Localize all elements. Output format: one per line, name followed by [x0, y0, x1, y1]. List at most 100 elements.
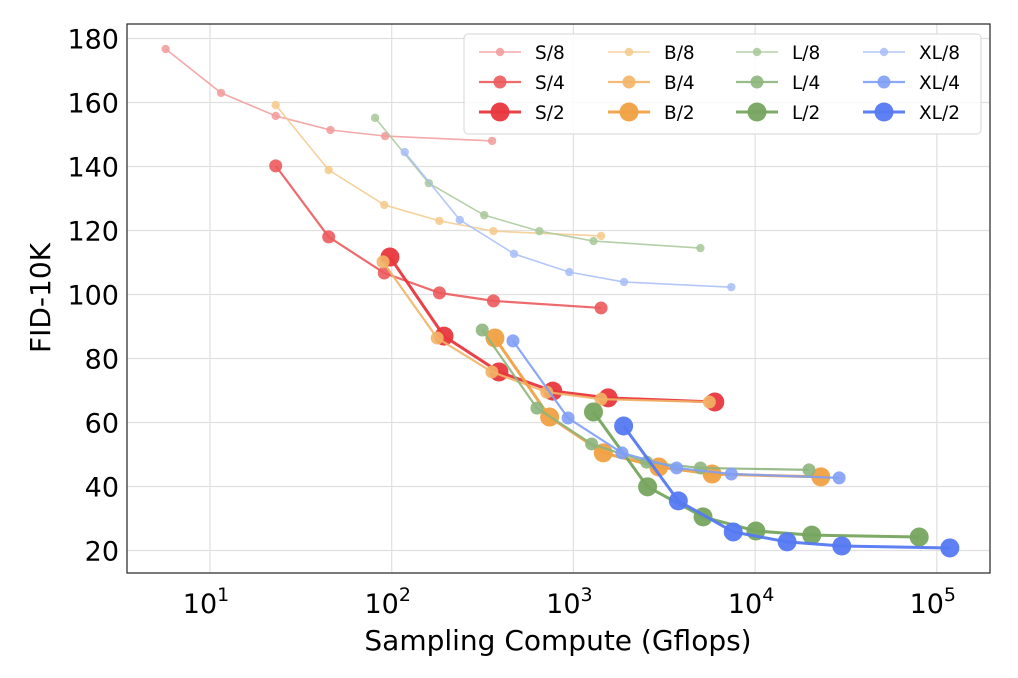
series-line	[622, 425, 950, 550]
data-point	[380, 200, 389, 210]
legend-label: L/4	[792, 73, 820, 94]
data-point	[593, 443, 613, 463]
series-s-4	[269, 159, 608, 315]
legend-item: L/8	[736, 43, 820, 64]
legend-label: XL/2	[919, 103, 960, 124]
legend-item: XL/2	[863, 102, 960, 124]
series-xl-8	[400, 147, 736, 292]
data-point	[455, 215, 464, 225]
x-tick-label: 101	[183, 584, 229, 620]
data-point	[269, 159, 283, 173]
y-tick-label: 80	[85, 345, 119, 376]
legend-marker	[490, 102, 510, 122]
data-point	[370, 113, 380, 123]
data-point	[400, 147, 409, 157]
legend-marker	[622, 75, 636, 89]
x-tick-label: 102	[364, 584, 410, 620]
data-point	[509, 249, 519, 259]
data-point	[271, 111, 280, 121]
legend-box	[463, 33, 982, 135]
legend-item: XL/4	[863, 73, 960, 94]
data-point	[696, 243, 705, 253]
y-tick-label: 160	[67, 89, 119, 120]
series-line	[275, 104, 602, 237]
data-point	[802, 525, 822, 545]
legend: S/8 S/4 S/2 B/8 B/4 B/2 L/8 L/4 L/2 XL/8 XL/4 XL/2	[463, 33, 982, 135]
legend-item: S/4	[479, 73, 565, 94]
data-point	[540, 385, 554, 399]
data-point	[326, 125, 335, 135]
plot-frame	[126, 23, 991, 574]
data-point	[475, 323, 489, 337]
y-axis-ticks: 20 40 60 80 100 120 140 160 180	[67, 25, 119, 568]
data-point	[909, 527, 929, 547]
data-point	[565, 267, 574, 277]
legend-item: B/4	[608, 73, 695, 94]
series-line	[374, 117, 701, 249]
legend-item: B/2	[608, 102, 695, 124]
series-line	[274, 165, 602, 310]
data-point	[430, 331, 444, 345]
data-point	[596, 231, 606, 241]
y-tick-label: 60	[85, 409, 119, 440]
series-s-8	[161, 44, 497, 146]
data-point	[702, 395, 716, 409]
data-point	[489, 226, 498, 236]
data-point	[535, 226, 544, 236]
data-point	[324, 165, 333, 175]
y-tick-label: 120	[67, 217, 119, 248]
data-point	[376, 255, 390, 269]
legend-marker	[877, 75, 891, 89]
y-tick-label: 140	[67, 153, 119, 184]
legend-marker	[624, 47, 634, 57]
data-point	[619, 277, 629, 287]
legend-label: S/4	[535, 73, 565, 94]
data-point	[589, 236, 598, 246]
data-point	[832, 471, 846, 485]
data-point	[727, 282, 736, 292]
data-point	[777, 532, 797, 552]
y-tick-label: 180	[67, 25, 119, 56]
y-tick-label: 20	[85, 537, 119, 568]
data-point	[832, 536, 852, 556]
legend-label: XL/4	[919, 73, 960, 94]
legend-item: B/8	[608, 43, 695, 64]
legend-label: B/2	[664, 103, 695, 124]
data-point	[614, 416, 634, 436]
legend-label: L/8	[792, 43, 820, 64]
x-tick-label: 103	[546, 584, 592, 620]
data-point	[594, 392, 608, 406]
legend-item: S/2	[479, 102, 565, 124]
x-axis-label: Sampling Compute (Gflops)	[364, 624, 751, 657]
legend-marker	[874, 102, 894, 122]
x-tick-label: 104	[728, 584, 774, 620]
legend-item: L/4	[736, 73, 820, 94]
legend-label: B/8	[664, 43, 695, 64]
data-point	[668, 491, 688, 511]
data-point	[530, 401, 544, 415]
data-point	[506, 334, 520, 348]
data-point	[585, 437, 599, 451]
data-point	[480, 210, 489, 220]
data-point	[638, 477, 658, 497]
y-axis-label: FID-10K	[24, 242, 57, 353]
legend-item: L/2	[736, 102, 820, 124]
legend-label: B/4	[664, 73, 695, 94]
data-point	[724, 467, 738, 481]
legend-marker	[750, 75, 764, 89]
legend-label: S/8	[535, 43, 565, 64]
series-line	[382, 261, 710, 404]
data-point	[271, 100, 280, 110]
x-axis-ticks: 101 102 103 104 105	[183, 584, 956, 620]
data-point	[380, 131, 390, 141]
data-point	[723, 522, 743, 542]
legend-label: XL/8	[919, 43, 960, 64]
data-point	[322, 230, 336, 244]
data-point	[693, 461, 707, 475]
legend-marker	[747, 102, 767, 122]
legend-marker	[879, 47, 889, 57]
data-point	[594, 301, 608, 315]
data-point	[485, 365, 499, 379]
series-line	[404, 151, 732, 288]
